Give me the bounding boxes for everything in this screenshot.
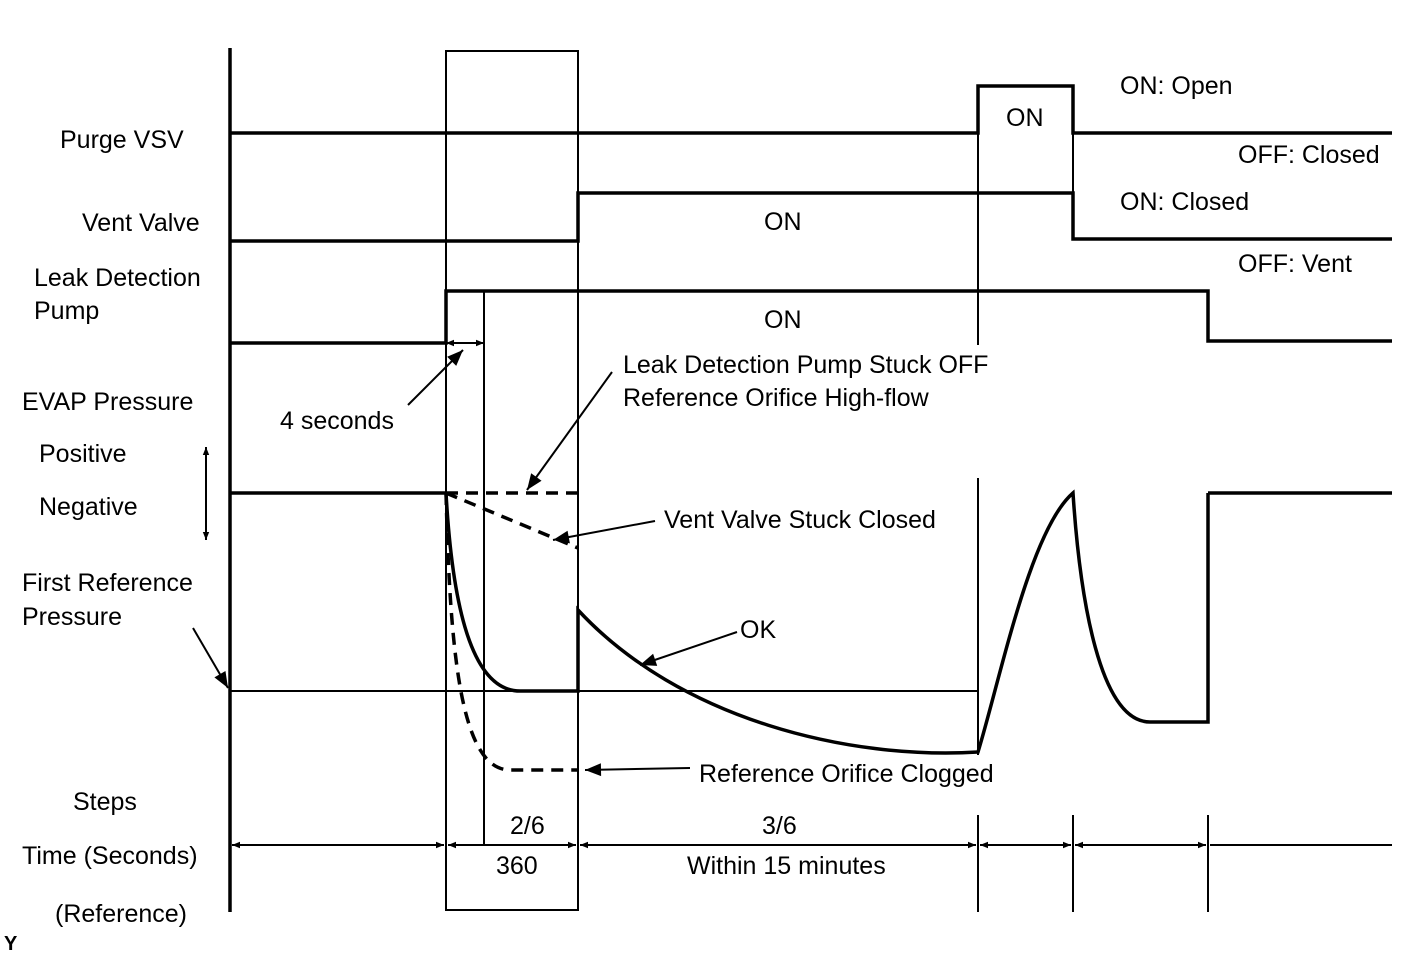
vent-on-desc: ON: Closed	[1120, 188, 1249, 216]
purge-on-label: ON	[1006, 104, 1044, 132]
vent-on-label: ON	[764, 208, 802, 236]
vent-stuck-label: Vent Valve Stuck Closed	[664, 506, 936, 534]
four-seconds-arrow	[407, 349, 464, 406]
time-3-label: Within 15 minutes	[687, 852, 886, 880]
step-3-label: 3/6	[762, 812, 797, 840]
vent-stuck-arrow	[552, 520, 656, 544]
pump-stuck-label-2: Reference Orifice High-flow	[623, 384, 930, 412]
pump-stuck-label-1: Leak Detection Pump Stuck OFF	[623, 351, 988, 379]
orifice-clogged-curve	[444, 492, 578, 772]
leak-pump-label-2: Pump	[34, 297, 99, 325]
vent-valve-label: Vent Valve	[82, 209, 200, 237]
time-label: Time (Seconds)	[22, 842, 198, 870]
clogged-arrow	[584, 763, 691, 777]
leak-pump-signal	[230, 289, 1392, 345]
evap-ok-curve	[444, 489, 1210, 755]
first-ref-label-2: Pressure	[22, 603, 122, 631]
positive-label: Positive	[39, 440, 127, 468]
ok-label: OK	[740, 616, 776, 644]
first-reference-arrow	[192, 627, 229, 689]
first-ref-label-1: First Reference	[22, 569, 193, 597]
four-seconds-label: 4 seconds	[280, 407, 394, 435]
vent-stuck-curve	[445, 491, 579, 550]
step-2-label: 2/6	[510, 812, 545, 840]
purge-vsv-label: Purge VSV	[60, 126, 184, 154]
purge-on-desc: ON: Open	[1120, 72, 1233, 100]
negative-label: Negative	[39, 493, 138, 521]
vent-off-desc: OFF: Vent	[1238, 250, 1352, 278]
steps-label: Steps	[73, 788, 137, 816]
time-2-label: 360	[496, 852, 538, 880]
leak-pump-label-1: Leak Detection	[34, 264, 201, 292]
step2-box	[445, 50, 579, 911]
vent-valve-signal	[230, 191, 1392, 243]
reference-label: (Reference)	[55, 900, 187, 928]
ok-arrow	[639, 631, 738, 666]
pump-stuck-arrow	[526, 371, 613, 491]
pump-on-label: ON	[764, 306, 802, 334]
figure-code: Y	[4, 933, 18, 955]
evap-pressure-label: EVAP Pressure	[22, 388, 193, 416]
clogged-label: Reference Orifice Clogged	[699, 760, 994, 788]
purge-off-desc: OFF: Closed	[1238, 141, 1380, 169]
purge-vsv-signal	[230, 84, 1392, 135]
